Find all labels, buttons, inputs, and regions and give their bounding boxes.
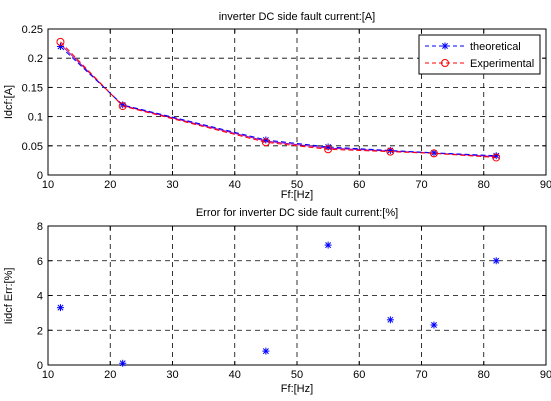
bottom-series-0-point — [386, 316, 394, 324]
top-y-tick-label: 0 — [37, 170, 43, 182]
top-x-tick-label: 50 — [291, 179, 303, 191]
legend-marker-asterisk — [441, 42, 449, 50]
bottom-series-0-point-stroke — [387, 316, 394, 323]
bottom-x-tick-label: 20 — [104, 369, 116, 381]
top-y-tick-label: 0.25 — [22, 24, 43, 36]
bottom-x-tick-label: 40 — [229, 369, 241, 381]
bottom-y-tick-label: 2 — [37, 325, 43, 337]
top-series-1-point — [118, 102, 127, 111]
bottom-chart-title: Error for inverter DC side fault current… — [196, 207, 398, 219]
bottom-y-tick-label: 6 — [37, 256, 43, 268]
bottom-x-tick-label: 10 — [42, 369, 54, 381]
bottom-x-tick-label: 70 — [415, 369, 427, 381]
bottom-frame — [47, 225, 547, 366]
top-series-1-line — [60, 41, 497, 158]
bottom-series-0-point-stroke — [493, 257, 500, 264]
top-x-tick-label: 10 — [42, 179, 54, 191]
bottom-series-0-point — [56, 304, 64, 312]
bottom-y-axis-label: Iidcf Err:[%] — [3, 268, 15, 325]
bottom-series-0-point-stroke — [430, 322, 437, 329]
bottom-y-tick-label: 8 — [37, 221, 43, 233]
bottom-x-axis-label: Ff:[Hz] — [281, 383, 313, 395]
bottom-x-tick-label: 30 — [166, 369, 178, 381]
top-series-1-point — [429, 149, 438, 158]
top-chart-title: inverter DC side fault current:[A] — [219, 11, 376, 23]
top-series-1-point — [56, 37, 65, 46]
top-series-1-point — [324, 145, 333, 154]
top-x-tick-label: 20 — [104, 179, 116, 191]
bottom-plot-area: 10 20 30 40 50 60 70 80 90 0 2 4 6 8 — [37, 221, 551, 381]
top-y-tick-label: 0.2 — [28, 53, 43, 65]
legend-box — [418, 34, 541, 75]
top-series-1-point — [492, 153, 501, 162]
top-x-tick-label: 40 — [229, 179, 241, 191]
bottom-series-0-point — [492, 257, 500, 265]
legend-experimental-label: Experimental — [470, 58, 534, 70]
top-series-0-point-stroke — [430, 149, 437, 156]
top-x-tick-label: 80 — [478, 179, 490, 191]
bottom-y-tick-label: 0 — [37, 360, 43, 372]
top-x-tick-label: 30 — [166, 179, 178, 191]
legend-experimental-marker — [441, 59, 449, 67]
top-x-tick-label: 60 — [353, 179, 365, 191]
top-series-1-point — [386, 147, 395, 156]
legend: theoretical Experimental — [418, 34, 541, 75]
bottom-series-0-point-stroke — [325, 242, 332, 249]
bottom-series-0-point — [262, 347, 270, 355]
bottom-series-0-point — [119, 359, 127, 367]
bottom-series-0-point — [324, 241, 332, 249]
bottom-x-tick-label: 50 — [291, 369, 303, 381]
legend-theoretical-marker — [441, 42, 449, 50]
bottom-series-0-point-stroke — [57, 304, 64, 311]
top-y-axis-label: Idcf:[A] — [3, 85, 15, 119]
legend-theoretical-label: theoretical — [470, 41, 521, 53]
top-series-1-point — [261, 138, 270, 147]
top-y-tick-label: 0.05 — [22, 141, 43, 153]
top-x-tick-label: 70 — [415, 179, 427, 191]
bottom-series-0-point-stroke — [262, 348, 269, 355]
bottom-x-tick-label: 60 — [353, 369, 365, 381]
bottom-x-tick-label: 80 — [478, 369, 490, 381]
top-y-tick-label: 0.15 — [22, 82, 43, 94]
bottom-series-0-point-stroke — [119, 360, 126, 367]
legend-marker-circle — [441, 59, 449, 67]
legend-marker-asterisk-stroke — [442, 43, 448, 49]
top-y-tick-label: 0.1 — [28, 112, 43, 124]
bottom-series-0-point — [430, 321, 438, 329]
top-frame — [47, 28, 547, 176]
bottom-x-tick-label: 90 — [540, 369, 551, 381]
top-x-tick-label: 90 — [540, 179, 551, 191]
top-x-axis-label: Ff:[Hz] — [281, 189, 313, 201]
bottom-y-tick-label: 4 — [37, 291, 43, 303]
